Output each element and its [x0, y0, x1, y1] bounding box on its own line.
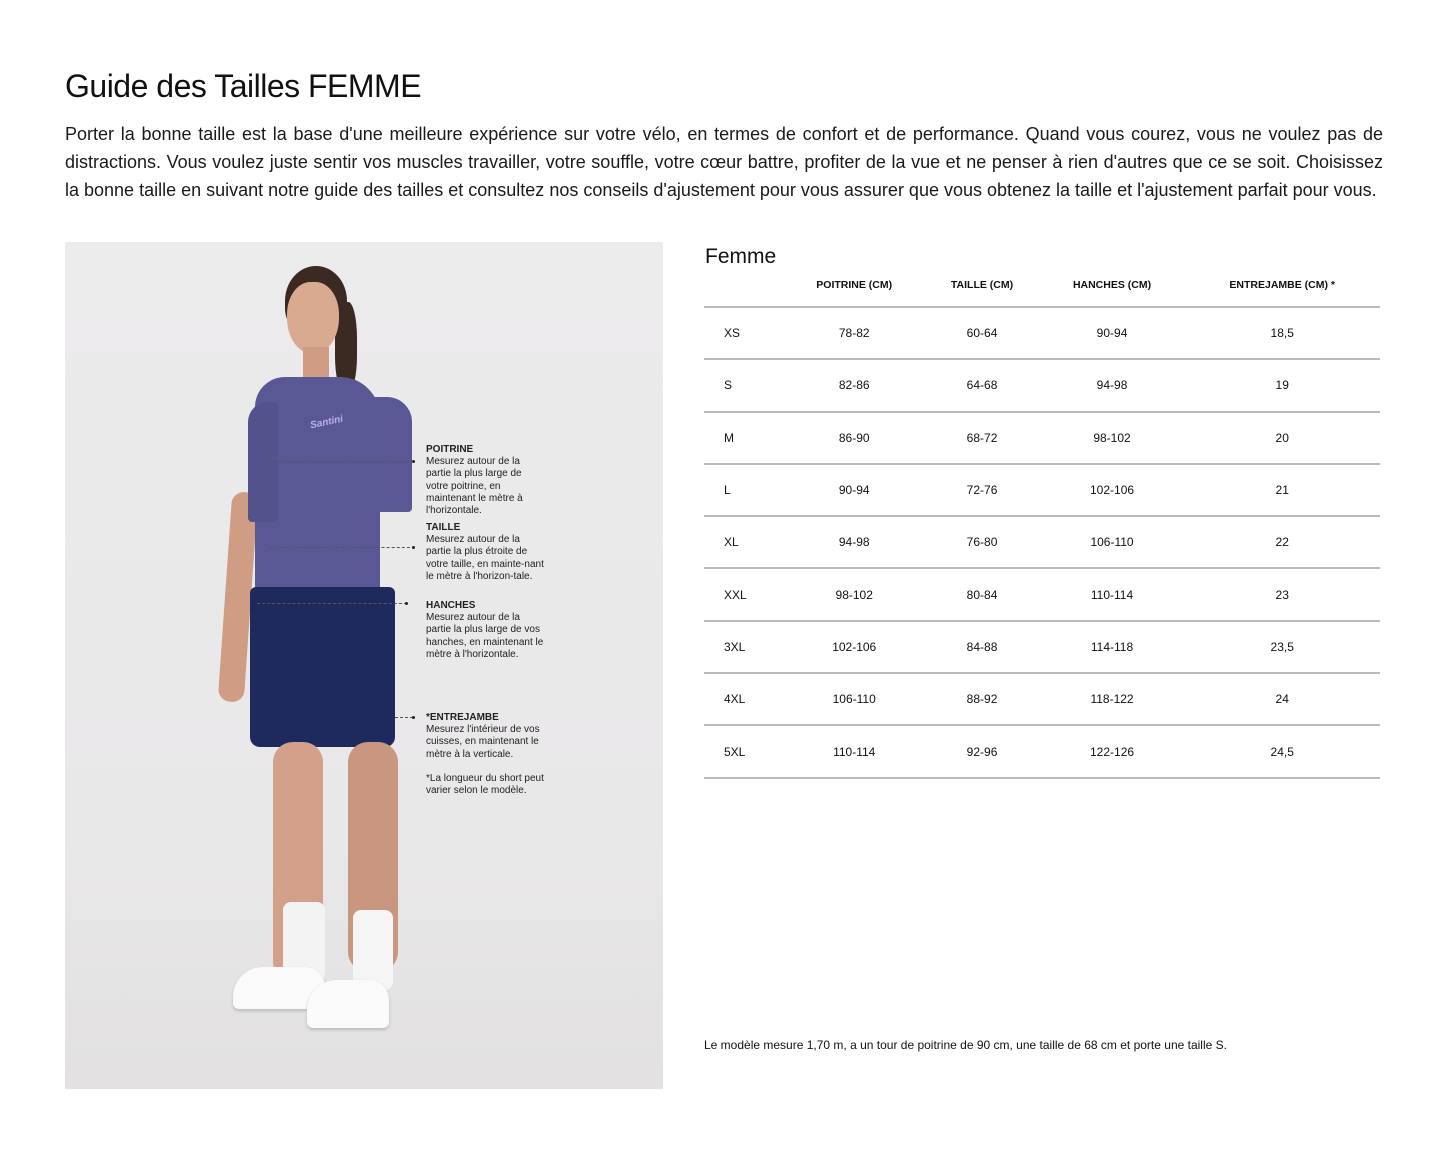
table-row: S 82-86 64-68 94-98 19 [704, 359, 1380, 413]
waist-measure-line [270, 547, 415, 548]
size-table-section: Femme POITRINE (CM) TAILLE (CM) HANCHES … [704, 245, 1380, 779]
annotation-text: Mesurez autour de la partie la plus larg… [426, 456, 523, 517]
table-row: L 90-94 72-76 102-106 21 [704, 463, 1380, 518]
annotation-entrejambe: *ENTREJAMBE Mesurez l'intérieur de vos c… [426, 712, 546, 797]
head [287, 282, 339, 354]
cell-entrejambe: 19 [1184, 359, 1380, 413]
annotation-text: Mesurez autour de la partie la plus larg… [426, 612, 544, 660]
cell-entrejambe: 21 [1184, 463, 1380, 518]
cell-hanches: 90-94 [1039, 307, 1185, 361]
annotation-text: Mesurez l'intérieur de vos cuisses, en m… [426, 724, 540, 760]
jersey-right-sleeve [370, 397, 412, 512]
annotation-footnote: *La longueur du short peut varier selon … [426, 772, 544, 797]
cell-size: 4XL [704, 673, 784, 727]
table-row: XL 94-98 76-80 106-110 22 [704, 516, 1380, 570]
annotation-title: POITRINE [426, 444, 474, 455]
cell-taille: 60-64 [924, 307, 1040, 361]
right-shoe [307, 980, 389, 1028]
size-table: POITRINE (CM) TAILLE (CM) HANCHES (CM) E… [704, 273, 1380, 779]
cell-hanches: 94-98 [1039, 359, 1185, 413]
hips-measure-dot [405, 602, 408, 605]
cell-entrejambe: 24,5 [1184, 725, 1380, 779]
shorts [250, 587, 395, 747]
neck [303, 347, 329, 382]
cell-taille: 80-84 [924, 568, 1040, 622]
cell-size: M [704, 411, 784, 465]
cell-taille: 72-76 [924, 463, 1040, 518]
cell-entrejambe: 18,5 [1184, 307, 1380, 361]
header-poitrine: POITRINE (CM) [784, 273, 925, 308]
jersey-left-sleeve [248, 402, 278, 522]
cell-taille: 76-80 [924, 516, 1040, 570]
cell-poitrine: 86-90 [784, 411, 925, 465]
cell-size: XXL [704, 568, 784, 622]
cell-poitrine: 98-102 [784, 568, 925, 622]
cell-hanches: 98-102 [1039, 411, 1185, 465]
cell-poitrine: 110-114 [784, 725, 925, 779]
table-title: Femme [705, 245, 777, 268]
cell-size: 5XL [704, 725, 784, 779]
cell-taille: 84-88 [924, 620, 1040, 675]
hips-measure-line [257, 603, 407, 604]
right-sock [353, 910, 393, 990]
table-row: 3XL 102-106 84-88 114-118 23,5 [704, 620, 1380, 675]
table-row: 5XL 110-114 92-96 122-126 24,5 [704, 725, 1380, 779]
annotation-hanches: HANCHES Mesurez autour de la partie la p… [426, 600, 546, 661]
cell-hanches: 114-118 [1039, 620, 1185, 675]
cell-poitrine: 82-86 [784, 359, 925, 413]
chest-measure-dot [412, 460, 415, 463]
cell-poitrine: 78-82 [784, 307, 925, 361]
cell-taille: 92-96 [924, 725, 1040, 779]
header-size [704, 273, 784, 308]
cell-poitrine: 90-94 [784, 463, 925, 518]
cell-poitrine: 102-106 [784, 620, 925, 675]
cell-hanches: 102-106 [1039, 463, 1185, 518]
cell-size: XS [704, 307, 784, 361]
cell-size: 3XL [704, 620, 784, 675]
cell-hanches: 110-114 [1039, 568, 1185, 622]
cell-size: S [704, 359, 784, 413]
header-entrejambe: ENTREJAMBE (CM) * [1184, 273, 1380, 308]
cell-poitrine: 94-98 [784, 516, 925, 570]
table-row: XS 78-82 60-64 90-94 18,5 [704, 307, 1380, 361]
cell-hanches: 118-122 [1039, 673, 1185, 727]
model-note: Le modèle mesure 1,70 m, a un tour de po… [704, 1038, 1227, 1052]
cell-hanches: 106-110 [1039, 516, 1185, 570]
annotation-title: HANCHES [426, 600, 476, 611]
table-row: XXL 98-102 80-84 110-114 23 [704, 568, 1380, 622]
annotation-title: TAILLE [426, 522, 461, 533]
table-row: M 86-90 68-72 98-102 20 [704, 411, 1380, 465]
cell-hanches: 122-126 [1039, 725, 1185, 779]
annotation-text: Mesurez autour de la partie la plus étro… [426, 534, 544, 582]
inseam-measure-line [395, 717, 413, 718]
cell-poitrine: 106-110 [784, 673, 925, 727]
table-header-row: POITRINE (CM) TAILLE (CM) HANCHES (CM) E… [704, 273, 1380, 308]
annotation-poitrine: POITRINE Mesurez autour de la partie la … [426, 444, 546, 517]
header-hanches: HANCHES (CM) [1039, 273, 1185, 308]
annotation-taille: TAILLE Mesurez autour de la partie la pl… [426, 522, 546, 583]
cell-taille: 68-72 [924, 411, 1040, 465]
cell-taille: 64-68 [924, 359, 1040, 413]
cell-size: XL [704, 516, 784, 570]
cell-entrejambe: 24 [1184, 673, 1380, 727]
waist-measure-dot [412, 546, 415, 549]
header-taille: TAILLE (CM) [924, 273, 1040, 308]
model-photo: Santini POITRINE Mesurez autour de la pa… [65, 242, 663, 1089]
page-title: Guide des Tailles FEMME [65, 68, 422, 104]
cell-entrejambe: 23,5 [1184, 620, 1380, 675]
chest-measure-line [267, 461, 414, 462]
annotation-title: *ENTREJAMBE [426, 712, 499, 723]
table-row: 4XL 106-110 88-92 118-122 24 [704, 673, 1380, 727]
cell-size: L [704, 463, 784, 518]
inseam-measure-dot [412, 716, 415, 719]
cell-entrejambe: 23 [1184, 568, 1380, 622]
cell-entrejambe: 20 [1184, 411, 1380, 465]
cell-entrejambe: 22 [1184, 516, 1380, 570]
cell-taille: 88-92 [924, 673, 1040, 727]
intro-paragraph: Porter la bonne taille est la base d'une… [65, 124, 1383, 200]
ponytail [335, 302, 357, 392]
